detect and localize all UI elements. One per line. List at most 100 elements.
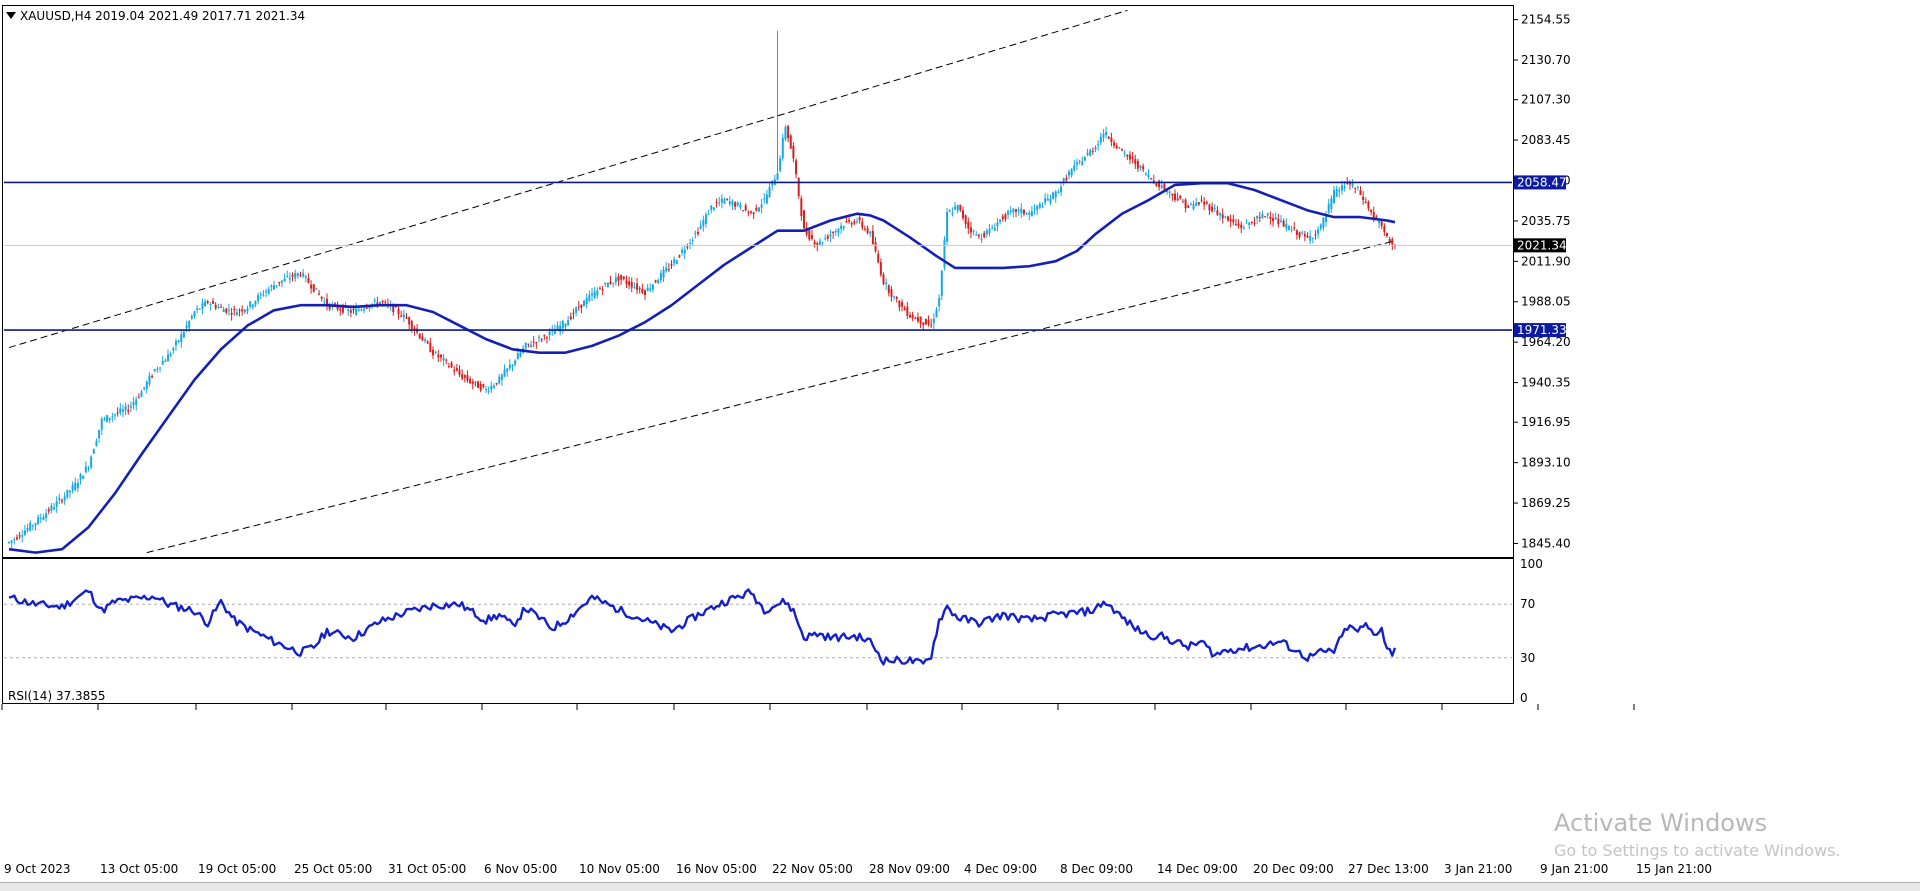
y-tick-label: 2107.30 [1521, 93, 1571, 107]
candle-body [1184, 199, 1187, 209]
candle-body [220, 306, 222, 308]
candle-body [532, 341, 535, 343]
candle-body [1290, 229, 1293, 231]
price-panel[interactable] [2, 5, 1514, 558]
candle-body [795, 160, 798, 175]
candle-body [628, 281, 631, 286]
symbol-label: XAUUSD,H4 [20, 9, 92, 23]
candle-body [673, 259, 676, 264]
candle-body [1383, 226, 1386, 233]
candle-body [954, 206, 957, 210]
y-tick-label: 1988.05 [1521, 295, 1571, 309]
x-tick-label: 9 Jan 21:00 [1540, 862, 1608, 876]
rsi-panel[interactable]: 100 70 30 0 [2, 557, 1543, 705]
candle-body [863, 228, 866, 230]
candle-body [233, 308, 236, 311]
candle-body [869, 231, 872, 234]
candle-body [567, 320, 570, 326]
candle-body [76, 483, 79, 489]
candle-body [1309, 236, 1312, 241]
candle-body [1224, 216, 1227, 218]
channel-line-upper[interactable] [8, 9, 1128, 349]
candle-body [906, 306, 909, 316]
candle-body [1378, 221, 1381, 224]
x-tick-label: 28 Nov 09:00 [869, 862, 950, 876]
candle-body [1118, 147, 1121, 149]
candle-body [731, 200, 734, 206]
candle-body [204, 301, 207, 307]
candle-body [1314, 234, 1317, 236]
candle-body [288, 277, 291, 280]
candle-body [561, 321, 564, 329]
candle-body [1280, 220, 1282, 223]
y-tick-label: 1916.95 [1521, 415, 1571, 429]
x-tick-label: 27 Dec 13:00 [1348, 862, 1429, 876]
candle-body [1152, 180, 1155, 182]
rsi-tick-label: 30 [1520, 651, 1535, 665]
candle-body [1123, 152, 1126, 154]
candle-body [540, 339, 543, 341]
candle-body [100, 418, 103, 430]
candle-body [593, 291, 596, 298]
candle-body [985, 230, 988, 235]
candle-body [254, 300, 257, 305]
candle-body [291, 274, 294, 277]
candle-body [447, 366, 450, 368]
candle-body [304, 276, 307, 278]
candle-body [837, 228, 840, 233]
candle-body [569, 316, 572, 320]
candle-body [1110, 137, 1113, 143]
candle-body [951, 212, 954, 215]
candle-body [1258, 217, 1261, 219]
candle-body [591, 293, 593, 296]
x-tick-label: 15 Jan 21:00 [1636, 862, 1712, 876]
candle-body [400, 315, 403, 317]
rsi-tick-label: 70 [1520, 597, 1535, 611]
candle-body [649, 288, 652, 291]
candle-body [434, 351, 437, 354]
x-tick-label: 31 Oct 05:00 [388, 862, 466, 876]
candle-body [177, 340, 180, 342]
candle-body [241, 309, 244, 312]
candle-body [243, 309, 246, 313]
candle-body [1075, 162, 1078, 165]
candle-body [1144, 173, 1147, 175]
rsi-tick-label: 0 [1520, 691, 1528, 705]
candle-body [797, 177, 800, 197]
candle-body [924, 318, 927, 325]
candle-body [824, 238, 827, 240]
candle-body [503, 369, 506, 377]
candle-body [1062, 178, 1065, 184]
candle-body [29, 522, 32, 531]
candle-body [1295, 230, 1298, 235]
candle-body [874, 242, 877, 252]
candle-body [885, 282, 888, 285]
candle-body [397, 308, 400, 315]
collapse-triangle-icon[interactable] [6, 12, 16, 19]
level-price-tag: 1971.33 [1514, 323, 1567, 338]
candle-body [267, 288, 270, 294]
candle-body [1272, 218, 1275, 222]
candle-body [103, 418, 106, 420]
candle-body [98, 429, 101, 439]
candle-body [492, 385, 495, 388]
candle-body [1195, 202, 1198, 206]
candle-body [866, 228, 869, 233]
candle-body [336, 306, 339, 310]
candle-body [977, 234, 980, 237]
candle-body [506, 368, 509, 372]
candle-body [1102, 133, 1105, 138]
channel-line-lower[interactable] [146, 240, 1396, 554]
candle-body [930, 324, 933, 326]
candle-body [500, 374, 503, 380]
candle-body [1213, 208, 1216, 210]
candle-body [787, 125, 790, 139]
candles [8, 30, 1396, 549]
rsi-tick-label: 100 [1520, 557, 1543, 571]
candle-body [895, 297, 898, 299]
candle-body [1115, 145, 1118, 149]
candle-body [718, 202, 721, 204]
candle-body [1089, 149, 1092, 157]
candle-body [326, 298, 328, 307]
